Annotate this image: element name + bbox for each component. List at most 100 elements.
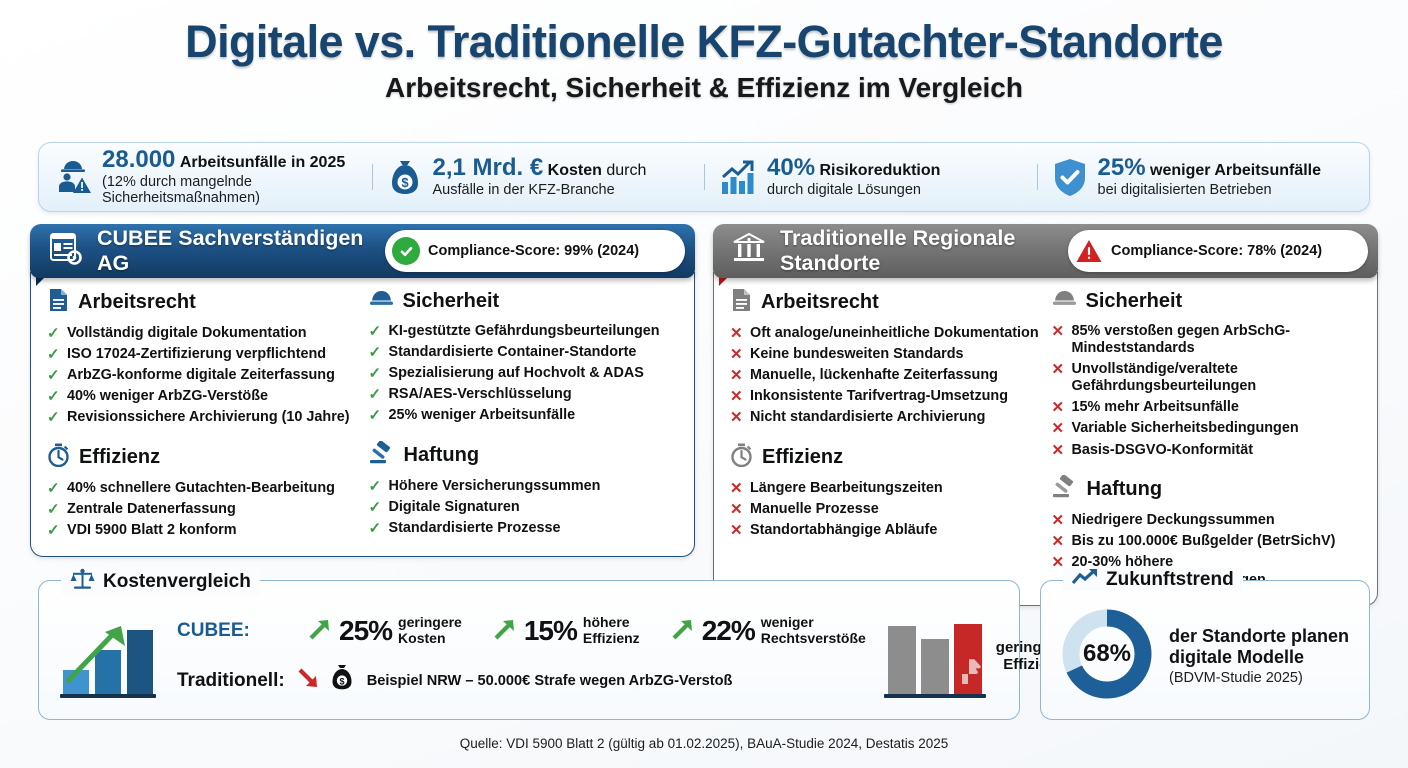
cross-icon: ✕ — [1051, 441, 1065, 459]
list-item-label: RSA/AES-Verschlüsselung — [388, 386, 572, 403]
cross-icon: ✕ — [730, 324, 743, 342]
section-effizienz: Effizienz ✓ 40% schnellere Gutachten-Bear… — [47, 443, 359, 542]
stat-label-regular: durch — [606, 162, 647, 180]
trend-line-1: der Standorte planen — [1169, 625, 1350, 646]
key-stats-bar: 28.000 Arbeitsunfälle in 2025 (12% durch… — [38, 142, 1370, 212]
panel-column-left: Arbeitsrecht ✕ Oft analoge/uneinheitliche… — [730, 288, 1042, 591]
metric-caption-2: Rechtsverstöße — [760, 630, 866, 646]
cost-bar-chart — [55, 608, 163, 705]
section-title: Effizienz — [762, 445, 844, 468]
score-label: Compliance-Score: 78% (2024) — [1111, 243, 1323, 259]
cross-icon: ✕ — [730, 366, 743, 384]
item-list: ✕ Oft analoge/uneinheitliche Dokumentatio… — [730, 323, 1042, 429]
check-icon: ✓ — [47, 366, 60, 384]
list-item-label: Längere Bearbeitungszeiten — [750, 479, 943, 496]
stat-label: Risikoreduktion — [819, 162, 941, 180]
trend-chart-icon — [718, 158, 758, 196]
cross-icon: ✕ — [730, 521, 743, 539]
trend-source: (BDVM-Studie 2025) — [1169, 670, 1303, 687]
check-icon: ✓ — [47, 521, 60, 539]
panel-title: Traditionelle Regionale Standorte — [780, 226, 1016, 275]
svg-text:$: $ — [401, 175, 409, 190]
cubee-label: CUBEE: — [177, 620, 250, 641]
cross-icon: ✕ — [1051, 322, 1065, 340]
stopwatch-icon — [730, 443, 753, 472]
list-item-label: 40% schnellere Gutachten-Bearbeitung — [67, 479, 335, 496]
list-item: ✕ Niedrigere Deckungssummen — [1052, 510, 1364, 531]
page-subtitle: Arbeitsrecht, Sicherheit & Effizienz im … — [385, 72, 1023, 104]
panel-title: CUBEE Sachverständigen AG — [97, 226, 364, 275]
list-item: ✕ Nicht standardisierte Archivierung — [730, 408, 1042, 429]
list-item-label: Unvollständige/veraltete Gefährdungsbeur… — [1071, 360, 1257, 395]
list-item-label: Inkonsistente Tarifvertrag-Umsetzung — [750, 388, 1009, 405]
list-item-label: Basis-DSGVO-Konformität — [1071, 441, 1254, 458]
stat-costs: $ 2,1 Mrd. € Kosten durch Ausfälle in de… — [371, 154, 705, 198]
list-item: ✓ 40% weniger ArbZG-Verstöße — [47, 387, 359, 408]
stat-sub: bei digitalisierten Betrieben — [1097, 182, 1272, 199]
trend-line-2: digitale Modelle — [1169, 647, 1305, 667]
metric-caption-1: weniger — [760, 614, 814, 631]
section-title: Arbeitsrecht — [761, 291, 879, 313]
traditionell-label: Traditionell: — [177, 669, 285, 691]
document-icon — [47, 288, 69, 317]
item-list: ✕ Längere Bearbeitungszeiten ✕ Manuelle Pro… — [730, 478, 1042, 542]
stat-accidents: 28.000 Arbeitsunfälle in 2025 (12% durch… — [39, 146, 372, 206]
check-icon: ✓ — [368, 519, 382, 537]
compliance-score-cubee: Compliance-Score: 99% (2024) — [385, 230, 685, 272]
list-item: ✓ VDI 5900 Blatt 2 konform — [47, 520, 359, 541]
list-item-label: Höhere Versicherungssummen — [388, 477, 601, 494]
list-item: ✕ Unvollständige/veraltete Gefährdungsbeu… — [1052, 359, 1364, 397]
section-title: Haftung — [403, 443, 480, 466]
panel-header-cubee: CUBEE Sachverständigen AG Compliance-Sco… — [30, 224, 695, 278]
list-item-label: Vollständig digitale Dokumentation — [67, 324, 307, 341]
source-note: Quelle: VDI 5900 Blatt 2 (gültig ab 01.0… — [459, 736, 949, 751]
cross-icon: ✕ — [730, 388, 743, 406]
check-icon: ✓ — [47, 324, 60, 342]
panel-traditionell: Traditionelle Regionale Standorte Compli… — [713, 224, 1378, 606]
cross-icon: ✕ — [730, 345, 743, 363]
check-icon: ✓ — [368, 407, 382, 425]
gavel-icon — [1052, 474, 1078, 504]
check-icon: ✓ — [368, 364, 382, 382]
section-sicherheit: Sicherheit ✕ 85% verstoßen gegen ArbSchG-… — [1052, 288, 1364, 461]
comparison-panels: CUBEE Sachverständigen AG Compliance-Sco… — [30, 224, 1378, 606]
stat-value: 40% — [767, 154, 816, 182]
arrow-up-right-icon — [307, 616, 333, 647]
list-item-label: Standortabhängige Abläufe — [750, 521, 938, 538]
page-header: Digitale vs. Traditionelle KFZ-Gutachter… — [0, 0, 1408, 104]
panel-column-left: Arbeitsrecht ✓ Vollständig digitale Dokum… — [47, 288, 359, 542]
list-item: ✓ Standardisierte Container-Standorte — [369, 342, 681, 363]
list-item: ✕ Manuelle, lückenhafte Zeiterfassung — [730, 365, 1042, 386]
list-item: ✓ Zentrale Datenerfassung — [47, 499, 359, 520]
list-item-label: 40% weniger ArbZG-Verstöße — [67, 388, 268, 405]
metric-violations: 22% weniger Rechtsverstöße — [670, 615, 866, 647]
item-list: ✓ Höhere Versicherungssummen ✓ Digitale Sig… — [369, 476, 681, 540]
item-list: ✓ KI-gestützte Gefährdungsbeurteilungen ✓ S… — [369, 321, 681, 427]
legend-label: Zukunftstrend — [1106, 568, 1234, 590]
list-item: ✓ Vollständig digitale Dokumentation — [47, 323, 359, 344]
item-list: ✓ 40% schnellere Gutachten-Bearbeitung ✓ Ze… — [47, 478, 359, 542]
penalty-text: Beispiel NRW – 50.000€ Strafe wegen ArbZ… — [366, 672, 733, 689]
check-icon: ✓ — [47, 345, 60, 363]
stat-value: 25% — [1097, 154, 1146, 182]
list-item: ✓ KI-gestützte Gefährdungsbeurteilungen — [369, 321, 681, 342]
bottom-section: Kostenvergleich CUBEE: 25% — [38, 568, 1370, 720]
panel-cubee: CUBEE Sachverständigen AG Compliance-Sco… — [30, 224, 695, 606]
cost-comparison-legend: Kostenvergleich — [61, 568, 260, 595]
warning-triangle-icon — [1075, 237, 1103, 265]
stat-label: Kosten — [547, 162, 602, 180]
list-item-label: Standardisierte Container-Standorte — [388, 343, 637, 360]
stat-label: weniger Arbeitsunfälle — [1150, 162, 1321, 180]
list-item-label: VDI 5900 Blatt 2 konform — [67, 521, 237, 538]
metric-caption-1: höhere — [582, 614, 630, 631]
check-icon: ✓ — [47, 479, 60, 497]
scales-icon — [70, 568, 95, 595]
list-item: ✕ Variable Sicherheitsbedingungen — [1052, 419, 1364, 440]
list-item: ✓ ArbZG-konforme digitale Zeiterfassung — [47, 365, 359, 386]
list-item-label: Revisionssichere Archivierung (10 Jahre) — [67, 409, 350, 426]
digital-dashboard-icon — [48, 231, 84, 272]
metric-caption-1: geringere — [398, 614, 462, 631]
list-item-label: 25% weniger Arbeitsunfälle — [388, 407, 576, 424]
shield-check-icon — [1051, 157, 1089, 197]
list-item: ✓ Digitale Signaturen — [369, 497, 681, 518]
